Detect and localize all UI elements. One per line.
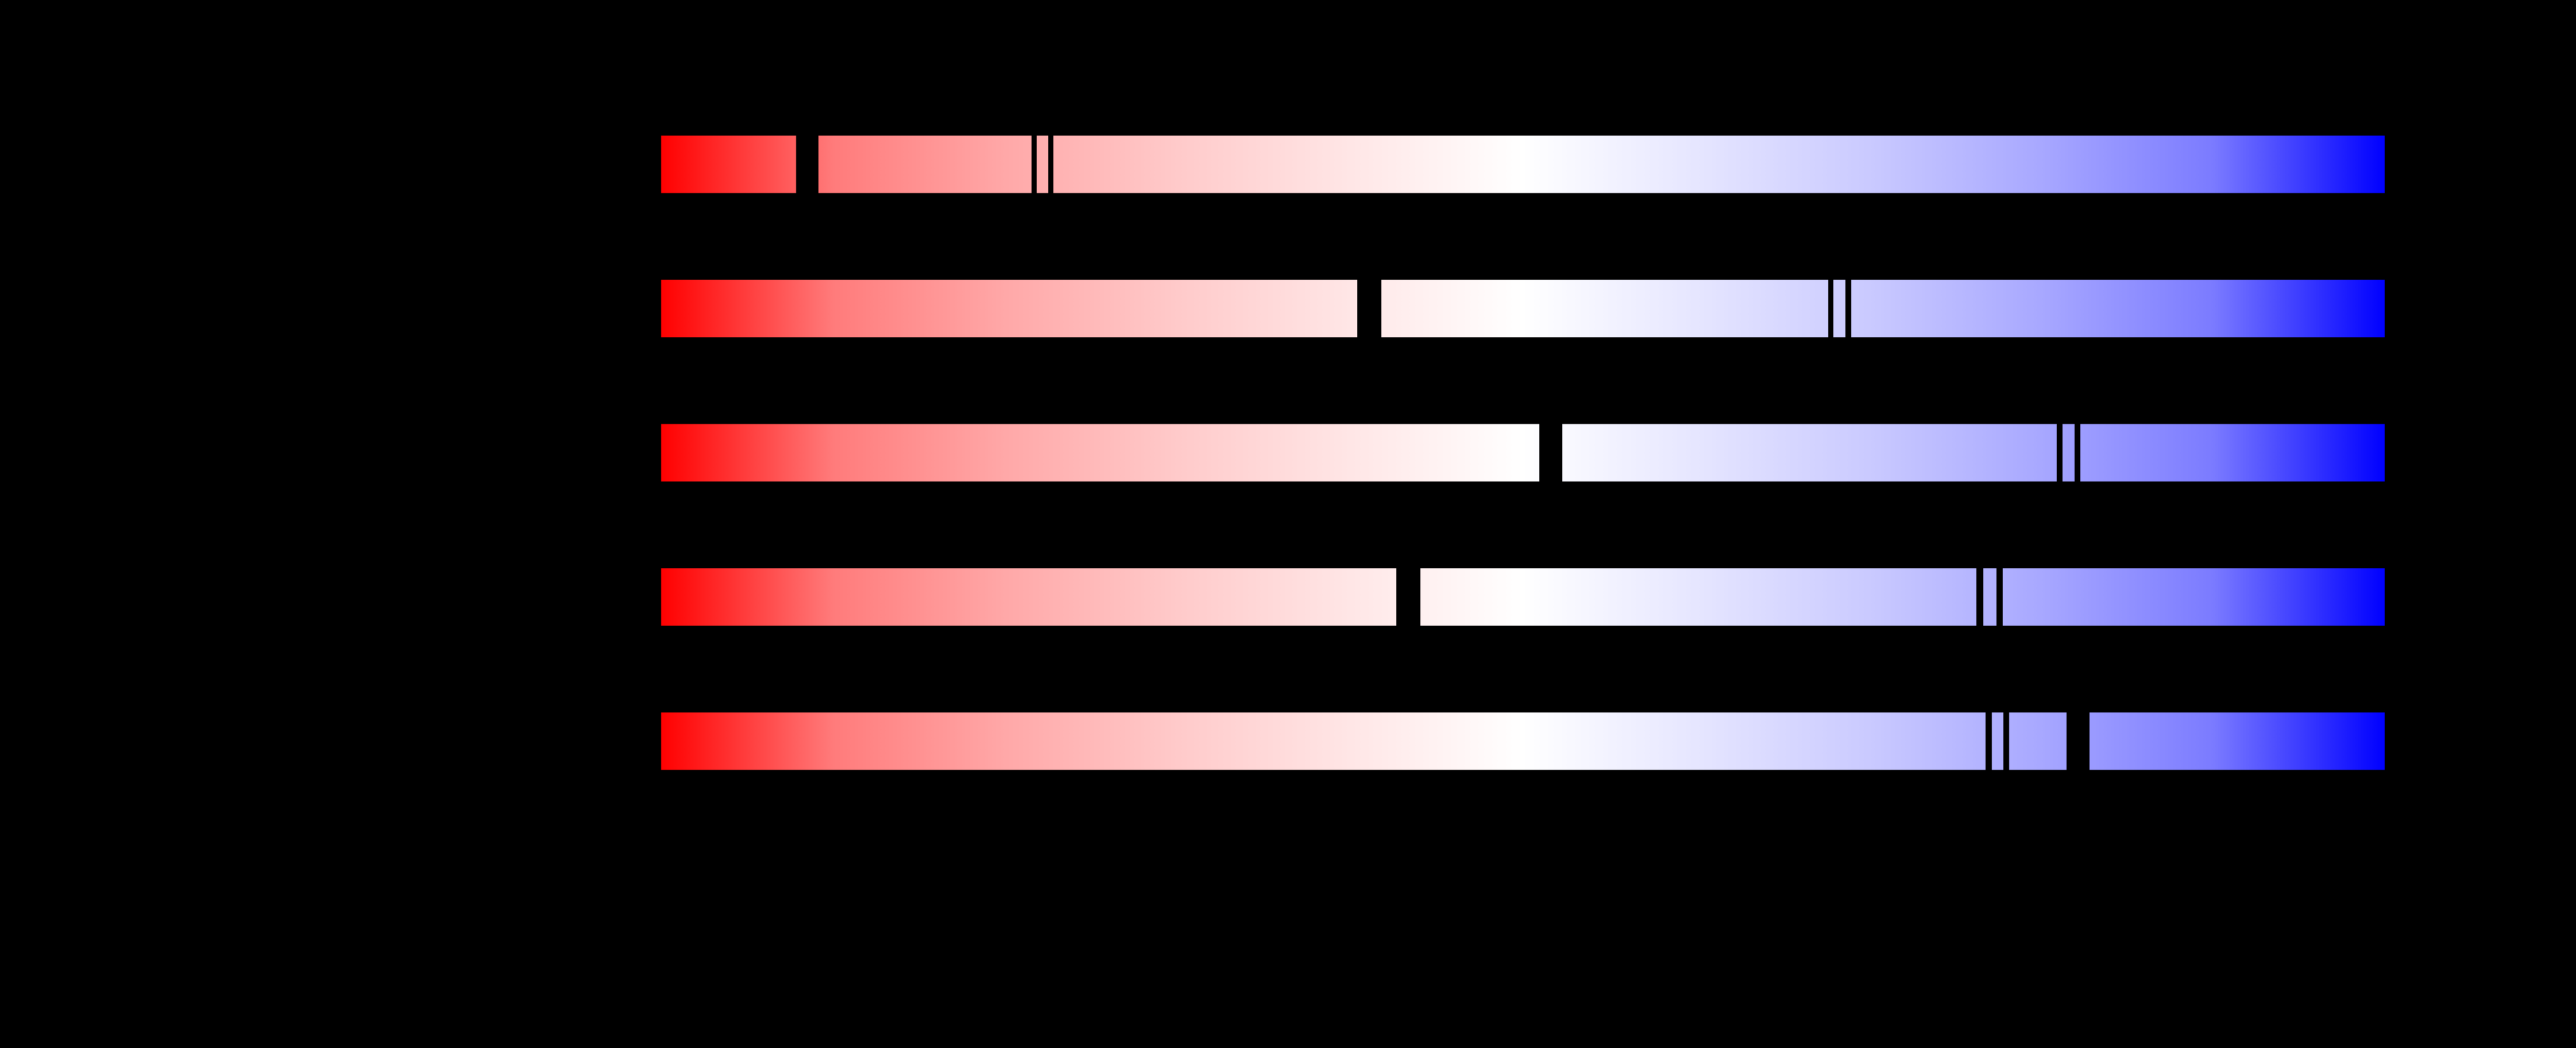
gradient-track-track-4: [661, 568, 2385, 626]
separator-thin-line: [1048, 136, 1053, 193]
gradient-track-track-3: [661, 424, 2385, 481]
separator-thin-line: [1828, 280, 1833, 337]
separator-thin-line: [2003, 712, 2009, 770]
separator-thin-line: [2075, 424, 2080, 481]
separator-thin-line: [1986, 712, 1992, 770]
gradient-track-track-1: [661, 136, 2385, 193]
separator-wide-gap: [1539, 424, 1562, 481]
separator-wide-gap: [1357, 280, 1381, 337]
separator-thin-line: [2057, 424, 2063, 481]
separator-thin-line: [1845, 280, 1851, 337]
separator-thin-line: [1032, 136, 1037, 193]
separator-wide-gap: [2067, 712, 2090, 770]
separator-wide-gap: [1396, 568, 1420, 626]
separator-thin-line: [1976, 568, 1983, 626]
gradient-track-track-2: [661, 280, 2385, 337]
separator-thin-line: [1996, 568, 2003, 626]
separator-wide-gap: [796, 136, 818, 193]
gradient-track-track-5: [661, 712, 2385, 770]
